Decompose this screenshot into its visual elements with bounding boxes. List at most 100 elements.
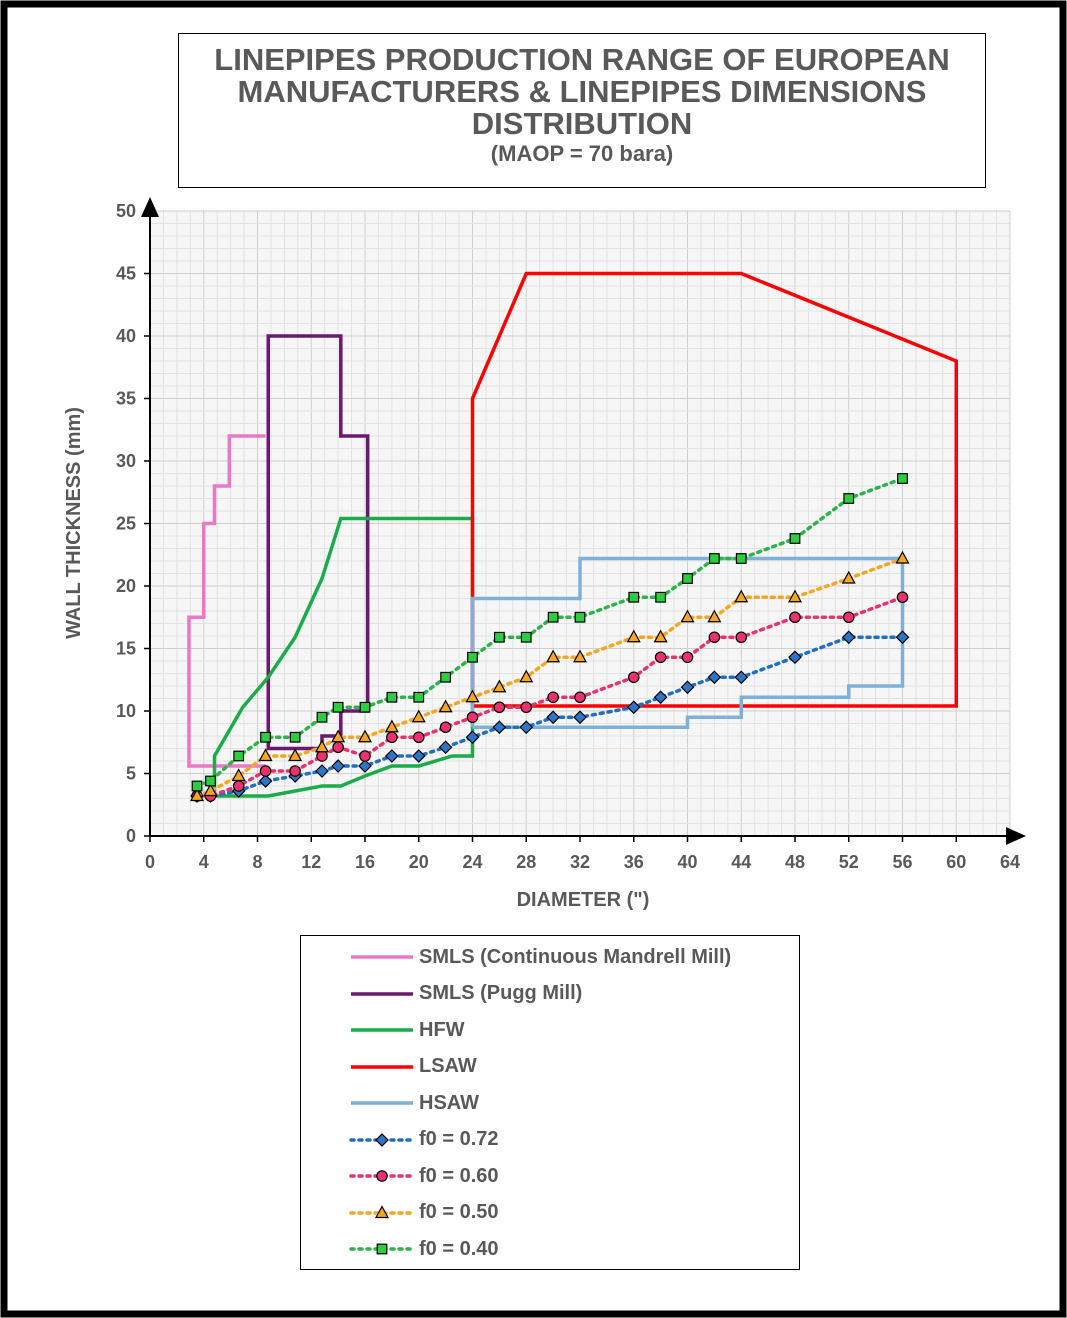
point-5-3 [258, 774, 273, 788]
point-8-13 [520, 631, 532, 643]
point-7-18 [680, 609, 695, 623]
point-7-7 [357, 729, 373, 743]
series-layer [187, 271, 958, 803]
point-5-10 [438, 740, 453, 755]
point-7-5 [314, 739, 330, 753]
point-5-18 [680, 680, 695, 695]
point-7-17 [653, 629, 668, 643]
point-5-5 [315, 764, 329, 778]
point-8-19 [708, 553, 720, 564]
legend-marker-8 [376, 1243, 388, 1255]
x-axis-arrow [1006, 827, 1026, 845]
point-8-5 [316, 711, 328, 723]
series-line-7 [195, 556, 905, 798]
point-6-7 [359, 750, 371, 762]
chart-legend: SMLS (Continuous Mandrell Mill) SMLS (Pug… [300, 935, 800, 1270]
x-tick-label: 60 [946, 852, 966, 872]
legend-swatch-2 [351, 1028, 413, 1032]
chart-subtitle: (MAOP = 70 bara) [490, 141, 674, 166]
legend-item-4: HSAW [349, 1088, 479, 1118]
point-7-14 [546, 649, 561, 663]
y-tick-label: 10 [116, 701, 136, 721]
point-6-5 [316, 750, 328, 762]
grid-layer [149, 210, 1011, 837]
x-tick-label: 4 [199, 852, 209, 872]
point-7-2 [231, 768, 246, 782]
legend-swatch-8 [349, 1243, 415, 1255]
chart-title-box: LINEPIPES PRODUCTION RANGE OF EUROPEAN M… [178, 33, 986, 188]
point-8-17 [655, 591, 667, 603]
point-7-9 [411, 709, 426, 723]
point-7-16 [626, 629, 641, 643]
x-tick-label: 40 [677, 852, 697, 872]
legend-label-2: HFW [419, 1018, 465, 1041]
point-6-21 [789, 611, 801, 624]
point-5-6 [331, 759, 345, 773]
legend-label-3: LSAW [419, 1055, 477, 1077]
legend-swatch-0 [351, 955, 413, 959]
point-5-8 [385, 749, 399, 763]
point-8-16 [628, 591, 640, 603]
y-tick-label: 0 [126, 826, 136, 846]
x-tick-label: 44 [731, 852, 751, 872]
legend-marker-5 [375, 1132, 389, 1147]
y-tick-label: 30 [116, 451, 136, 471]
y-tick-label: 15 [116, 639, 136, 659]
point-8-8 [386, 691, 398, 703]
point-8-20 [735, 553, 747, 564]
point-6-18 [681, 651, 694, 664]
point-6-19 [708, 631, 721, 644]
point-5-11 [465, 730, 480, 745]
x-tick-label: 56 [892, 852, 912, 872]
series-2 [212, 516, 475, 798]
x-tick-label: 16 [355, 852, 375, 872]
point-6-23 [896, 591, 909, 604]
point-7-13 [519, 669, 534, 683]
legend-label-1: SMLS (Pugg Mill) [419, 982, 583, 1004]
point-5-9 [411, 749, 426, 763]
point-8-7 [359, 701, 371, 713]
x-tick-label: 32 [570, 852, 590, 872]
point-7-22 [841, 570, 856, 584]
point-6-22 [842, 611, 855, 624]
series-line-3 [470, 271, 958, 708]
point-6-2 [232, 780, 245, 792]
point-6-14 [547, 691, 559, 704]
point-7-19 [707, 609, 722, 623]
y-axis-label: WALL THICKNESS (mm) [63, 407, 85, 639]
point-8-0 [191, 780, 203, 792]
point-8-21 [789, 533, 801, 544]
x-tick-label: 24 [462, 852, 482, 872]
legend-item-7: f0 = 0.50 [349, 1198, 499, 1228]
point-6-13 [520, 701, 533, 714]
legend-swatch-6 [349, 1170, 415, 1182]
point-5-13 [519, 720, 534, 735]
y-tick-label: 50 [116, 201, 136, 221]
point-8-2 [233, 750, 245, 762]
y-tick-label: 25 [116, 514, 136, 534]
point-6-4 [289, 765, 301, 777]
point-7-23 [895, 550, 910, 564]
chart-title-line-3: DISTRIBUTION [471, 106, 693, 141]
legend-item-2: HFW [349, 1015, 465, 1045]
legend-label-5: f0 = 0.72 [419, 1128, 499, 1150]
point-5-23 [895, 630, 910, 645]
point-8-9 [413, 691, 425, 703]
x-tick-label: 52 [839, 852, 859, 872]
point-8-14 [547, 611, 559, 623]
point-7-1 [203, 783, 218, 797]
x-tick-label: 64 [1000, 852, 1020, 872]
legend-label-4: HSAW [419, 1091, 479, 1114]
point-8-1 [205, 775, 216, 787]
point-7-10 [438, 699, 453, 713]
legend-marker-6 [376, 1170, 388, 1182]
x-tick-label: 0 [145, 852, 155, 872]
y-tick-label: 35 [116, 389, 136, 409]
legend-item-0: SMLS (Continuous Mandrell Mill) [349, 942, 731, 972]
point-5-16 [626, 700, 641, 715]
point-8-12 [493, 631, 505, 643]
legend-item-6: f0 = 0.60 [349, 1161, 499, 1191]
x-tick-label: 12 [301, 852, 321, 872]
point-5-15 [573, 710, 587, 725]
y-tick-label: 45 [116, 264, 136, 284]
